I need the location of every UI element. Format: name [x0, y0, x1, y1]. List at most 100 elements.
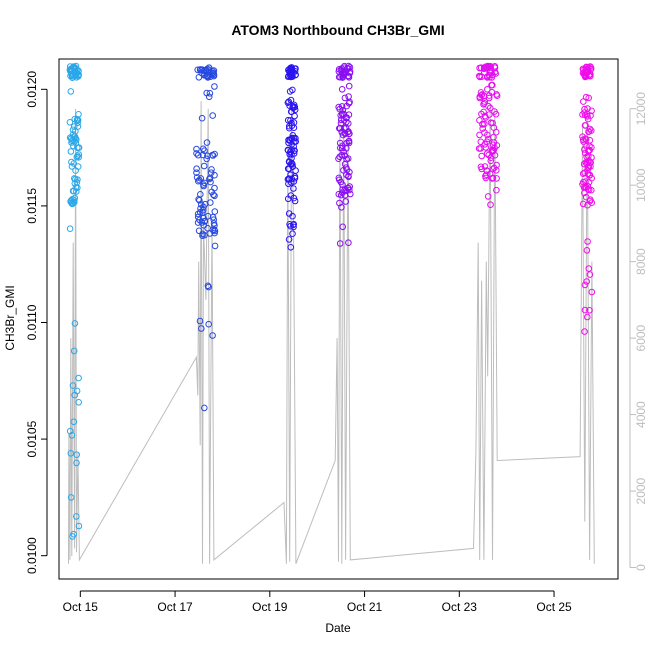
x-axis: Oct 15 Oct 17 Oct 19 Oct 21 Oct 23 Oct 25	[63, 590, 572, 614]
data-point	[197, 205, 204, 212]
data-point	[289, 104, 296, 111]
data-point	[587, 163, 594, 170]
data-point	[69, 131, 77, 138]
data-point	[69, 382, 77, 389]
data-point	[585, 148, 592, 155]
data-point	[74, 163, 82, 170]
data-point	[335, 103, 343, 111]
data-point	[481, 129, 488, 136]
data-point	[198, 325, 205, 332]
data-point	[287, 108, 295, 115]
data-point	[208, 166, 215, 173]
data-point	[196, 66, 204, 73]
data-point	[285, 139, 292, 147]
data-point	[211, 242, 219, 250]
y2-axis: 0 2000 4000 6000 8000 10000 12000	[629, 92, 648, 571]
data-point	[584, 113, 591, 120]
x-tick-label: Oct 25	[536, 600, 572, 614]
data-point	[588, 107, 595, 115]
data-point	[489, 81, 496, 89]
data-point	[341, 125, 348, 132]
data-point	[211, 208, 219, 215]
data-point	[480, 108, 487, 116]
data-point	[336, 176, 343, 184]
data-point	[205, 320, 212, 328]
data-point	[209, 152, 217, 159]
data-point	[483, 150, 491, 157]
data-point	[74, 152, 81, 160]
data-point	[582, 135, 590, 142]
data-point	[341, 186, 348, 194]
data-point	[581, 281, 589, 289]
data-point	[478, 91, 485, 99]
data-point	[588, 199, 596, 206]
data-point	[198, 201, 205, 208]
data-point	[586, 271, 594, 278]
data-point	[579, 200, 587, 208]
data-point	[73, 513, 80, 520]
data-point	[73, 459, 80, 467]
data-point	[204, 212, 212, 220]
data-point	[484, 193, 492, 200]
data-point	[337, 73, 344, 81]
data-point	[483, 171, 490, 178]
data-point	[579, 133, 586, 140]
data-point	[291, 173, 299, 180]
data-point	[210, 70, 217, 77]
data-point	[481, 120, 488, 128]
data-point	[481, 69, 488, 76]
data-point	[581, 189, 588, 197]
data-point	[341, 129, 349, 137]
data-point	[340, 148, 348, 155]
data-point	[493, 186, 500, 194]
data-point	[285, 236, 293, 243]
data-point	[583, 278, 591, 285]
data-point	[584, 313, 591, 321]
data-point	[289, 132, 297, 139]
data-point	[490, 124, 498, 131]
data-point	[199, 145, 207, 153]
plot-frame	[58, 58, 619, 580]
y2-tick-label: 4000	[634, 401, 648, 428]
data-point	[67, 65, 75, 72]
data-point	[290, 178, 298, 185]
data-point	[75, 68, 82, 75]
data-point	[211, 184, 218, 192]
data-point	[588, 154, 595, 161]
flight-group-3	[284, 64, 300, 251]
data-point	[71, 115, 79, 123]
data-point	[588, 288, 596, 296]
data-point	[585, 128, 592, 136]
data-point	[288, 151, 295, 158]
data-point	[209, 112, 216, 119]
data-point	[201, 404, 208, 412]
data-point	[493, 92, 501, 99]
data-point	[583, 247, 591, 254]
data-point	[287, 73, 295, 81]
data-point	[585, 265, 593, 272]
data-point	[284, 116, 292, 124]
data-point	[71, 199, 78, 206]
data-point	[336, 124, 344, 132]
flight-group-1	[66, 62, 83, 540]
data-point	[203, 66, 210, 74]
data-point	[195, 227, 203, 235]
data-point	[67, 450, 75, 457]
data-point	[491, 164, 498, 172]
data-point	[482, 174, 490, 182]
data-point	[341, 94, 349, 102]
y-tick-label: 0.0100	[25, 537, 39, 574]
data-point	[193, 169, 200, 176]
data-point	[338, 86, 346, 93]
data-point	[493, 175, 500, 182]
data-point	[341, 191, 349, 199]
data-point	[343, 171, 350, 179]
x-tick-label: Oct 19	[252, 600, 288, 614]
data-point	[67, 148, 75, 155]
data-point	[196, 176, 203, 184]
data-point	[290, 220, 298, 228]
altitude-line	[68, 101, 595, 564]
data-point	[286, 124, 293, 132]
data-point	[489, 174, 497, 182]
